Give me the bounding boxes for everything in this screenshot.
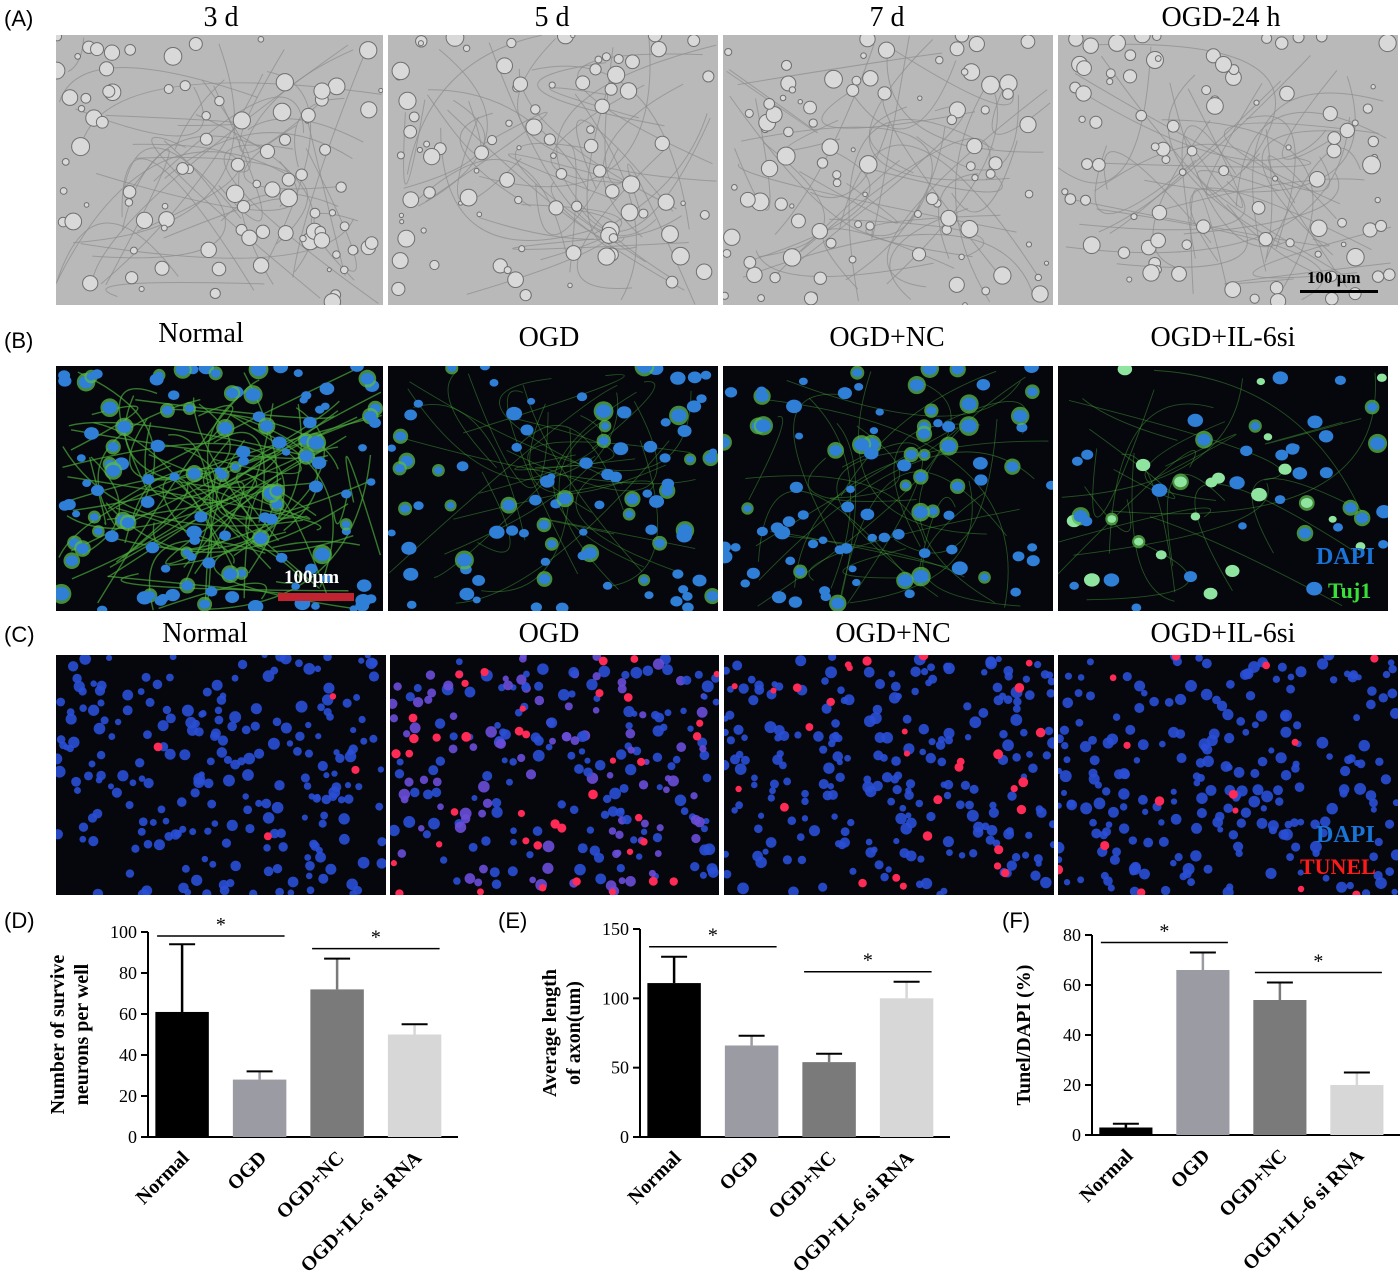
- y-tick-label: 60: [1063, 975, 1081, 995]
- panel-label-b: (B): [4, 328, 34, 353]
- brightfield-image-7d: [723, 35, 1053, 305]
- significance-star: *: [863, 950, 873, 972]
- legend-dapi-b: DAPI: [1316, 544, 1375, 570]
- y-tick-label: 150: [602, 919, 629, 939]
- bar-3: [879, 998, 934, 1137]
- significance-star: *: [1313, 951, 1323, 973]
- tuj1-image-normal: [56, 366, 383, 611]
- y-tick-label: 60: [119, 1004, 137, 1024]
- y-tick-label: 20: [119, 1086, 137, 1106]
- bar-3: [387, 1034, 442, 1137]
- y-tick-label: 0: [620, 1127, 629, 1147]
- panel-a-title-5d: 5 d: [534, 2, 570, 33]
- significance-star: *: [708, 925, 718, 947]
- panel-b-title-ogd-nc: OGD+NC: [829, 322, 945, 353]
- bar-2: [1253, 1000, 1307, 1135]
- brightfield-image-ogd24h: [1058, 35, 1398, 305]
- bar-3: [1330, 1085, 1384, 1135]
- tuj1-image-ogd-il6si: [1058, 366, 1388, 611]
- y-tick-label: 80: [1063, 925, 1081, 945]
- significance-star: *: [216, 914, 226, 936]
- bar-0: [647, 983, 701, 1137]
- panel-c-title-ogd-il6si: OGD+IL-6si: [1150, 618, 1296, 649]
- panel-c-title-ogd: OGD: [518, 618, 580, 649]
- bar-0: [155, 1011, 209, 1137]
- category-label: OGD: [1167, 1145, 1215, 1193]
- bar-1: [724, 1045, 779, 1137]
- tuj1-image-ogd-nc: [723, 366, 1053, 611]
- bar-1: [232, 1079, 287, 1137]
- panel-label-d: (D): [4, 908, 35, 933]
- brightfield-image-3d: [56, 35, 383, 305]
- panel-label-a: (A): [4, 6, 34, 31]
- legend-tuj1: Tuj1: [1328, 578, 1372, 603]
- chart-survival: 0 20 40 60 80 100 Number of survive neurons per…: [47, 914, 458, 1277]
- tunel-image-normal: [56, 655, 386, 895]
- y-axis-label: Number of survive: [47, 955, 69, 1115]
- panel-a-title-7d: 7 d: [869, 2, 905, 33]
- significance-star: *: [371, 927, 381, 949]
- legend-tunel: TUNEL: [1300, 854, 1376, 879]
- y-axis-label: neurons per well: [71, 963, 93, 1105]
- y-axis-label: Tunel/DAPI (%): [1013, 965, 1035, 1106]
- panel-c-title-ogd-nc: OGD+NC: [835, 618, 951, 649]
- panel-a-title-3d: 3 d: [203, 2, 239, 33]
- panel-b-title-ogd-il6si: OGD+IL-6si: [1150, 322, 1296, 353]
- category-label: OGD+NC: [1215, 1145, 1291, 1221]
- panel-a-title-ogd24h: OGD-24 h: [1161, 2, 1281, 33]
- y-tick-label: 0: [1072, 1125, 1081, 1145]
- panel-b-title-ogd: OGD: [518, 322, 580, 353]
- bar-1: [1176, 970, 1230, 1135]
- bar-2: [802, 1062, 856, 1137]
- scale-bar-b: [278, 593, 354, 601]
- scale-bar-b-label: 100μm: [284, 567, 340, 588]
- legend-dapi-c: DAPI: [1316, 822, 1375, 848]
- panel-b-title-normal: Normal: [158, 318, 244, 349]
- category-label: Normal: [1076, 1145, 1138, 1207]
- brightfield-image-5d: [388, 35, 718, 305]
- tunel-image-ogd-il6si: [1058, 655, 1398, 895]
- scale-bar-a-label: 100 μm: [1307, 268, 1361, 287]
- y-tick-label: 80: [119, 963, 137, 983]
- scale-bar-a: [1300, 290, 1378, 293]
- y-tick-label: 100: [602, 988, 629, 1008]
- panel-label-c: (C): [4, 622, 35, 647]
- y-tick-label: 50: [611, 1058, 629, 1078]
- tuj1-image-ogd: [388, 366, 718, 611]
- y-tick-label: 40: [1063, 1025, 1081, 1045]
- panel-c-title-normal: Normal: [162, 618, 248, 649]
- y-axis-label: of axon(um): [563, 981, 585, 1085]
- tunel-image-ogd: [390, 655, 719, 895]
- y-tick-label: 20: [1063, 1075, 1081, 1095]
- bar-2: [310, 989, 364, 1137]
- y-axis-label: Average length: [539, 969, 561, 1097]
- y-tick-label: 40: [119, 1045, 137, 1065]
- y-tick-label: 0: [128, 1127, 137, 1147]
- tunel-image-ogd-nc: [724, 655, 1054, 895]
- significance-star: *: [1159, 921, 1169, 943]
- bar-0: [1099, 1127, 1153, 1135]
- panel-label-f: (F): [1002, 908, 1031, 933]
- y-tick-label: 100: [110, 922, 137, 942]
- panel-label-e: (E): [498, 908, 528, 933]
